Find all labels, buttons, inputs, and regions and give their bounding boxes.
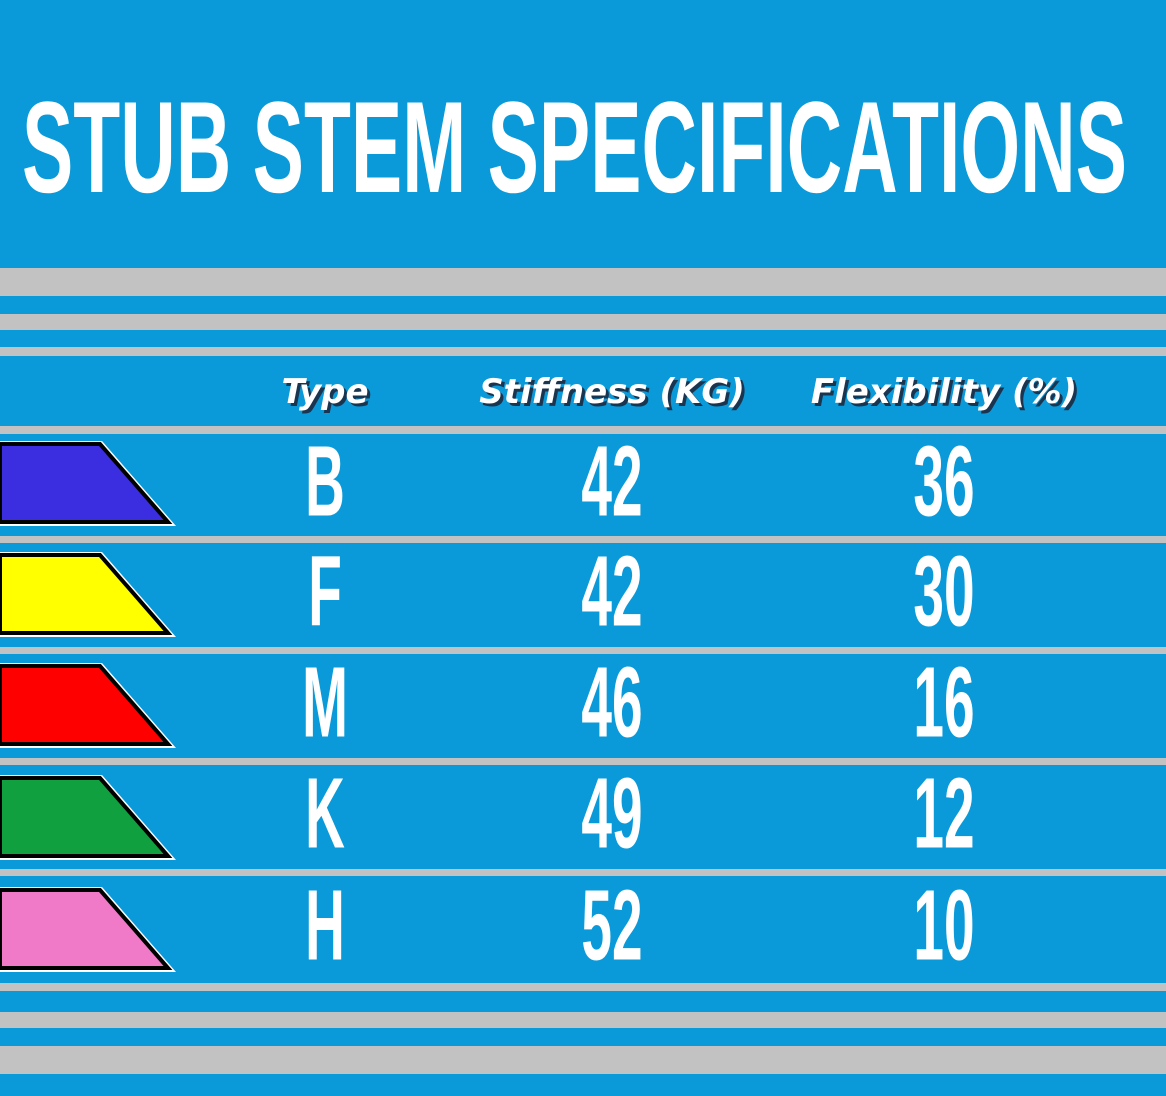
swatches (0, 441, 176, 972)
cell: 12 (913, 758, 974, 870)
header: Stiffness (KG) (479, 372, 745, 412)
cell: B (305, 426, 345, 538)
cell: 46 (581, 647, 642, 759)
stripes (0, 268, 1166, 1074)
cell: H (305, 870, 345, 982)
header: Type (281, 372, 368, 412)
header: Flexibility (%) (811, 372, 1077, 412)
cell: M (302, 647, 348, 759)
stripe (0, 426, 1166, 434)
stripe (0, 268, 1166, 296)
header-shadow: Stiffness (KG) (482, 375, 748, 415)
cell: 30 (913, 536, 974, 648)
cell: 36 (913, 426, 974, 538)
cell: 16 (913, 647, 974, 759)
cell: K (305, 758, 345, 870)
swatch (0, 442, 173, 524)
stripe (0, 536, 1166, 543)
swatch (0, 553, 173, 635)
stripe (0, 647, 1166, 654)
swatch (0, 776, 173, 858)
cell: 49 (581, 758, 642, 870)
cell: 52 (581, 870, 642, 982)
stripe (0, 758, 1166, 765)
header-shadow: Flexibility (%) (814, 375, 1080, 415)
cell: 10 (913, 870, 974, 982)
cell: F (308, 536, 342, 648)
header-shadow: Type (284, 375, 371, 415)
stripe (0, 347, 1166, 356)
swatch (0, 888, 173, 970)
stripe (0, 983, 1166, 991)
title: STUB STEM SPECIFICATIONS (22, 74, 1127, 220)
cell: 42 (581, 426, 642, 538)
stripe (0, 1012, 1166, 1028)
stripe (0, 869, 1166, 876)
stripe (0, 1046, 1166, 1074)
swatch (0, 664, 173, 746)
cell: 42 (581, 536, 642, 648)
stripe (0, 314, 1166, 330)
